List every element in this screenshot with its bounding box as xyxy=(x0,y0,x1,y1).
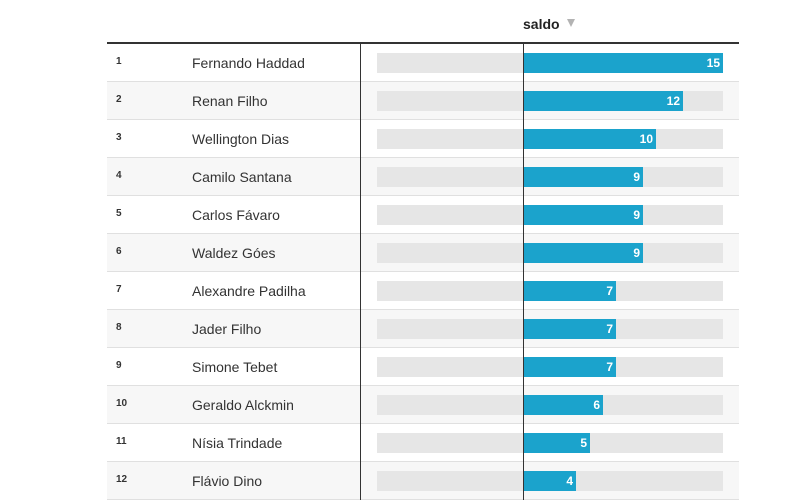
table-row: 2 Renan Filho 12 xyxy=(107,82,739,120)
bar-axis-line xyxy=(523,43,524,500)
row-name: Wellington Dias xyxy=(192,131,290,147)
row-rank: 5 xyxy=(116,208,122,219)
row-name: Nísia Trindade xyxy=(192,435,283,451)
row-rank: 1 xyxy=(116,56,122,67)
table-header: saldo xyxy=(107,0,739,44)
bar: 4 xyxy=(523,471,576,491)
table-row: 11 Nísia Trindade 5 xyxy=(107,424,739,462)
row-name: Carlos Fávaro xyxy=(192,207,280,223)
row-name: Geraldo Alckmin xyxy=(192,397,294,413)
bar-value-label: 5 xyxy=(580,436,587,450)
row-rank: 8 xyxy=(116,322,122,333)
table-row: 3 Wellington Dias 10 xyxy=(107,120,739,158)
row-rank: 2 xyxy=(116,94,122,105)
table-row: 9 Simone Tebet 7 xyxy=(107,348,739,386)
bar-value-label: 7 xyxy=(606,284,613,298)
row-name: Flávio Dino xyxy=(192,473,263,489)
bar-value-label: 10 xyxy=(639,132,653,146)
column-header-saldo[interactable]: saldo xyxy=(523,16,560,32)
row-rank: 6 xyxy=(116,246,122,257)
table-row: 6 Waldez Góes 9 xyxy=(107,234,739,272)
table-row: 4 Camilo Santana 9 xyxy=(107,158,739,196)
bar: 15 xyxy=(523,53,723,73)
row-name: Jader Filho xyxy=(192,321,262,337)
bar-value-label: 12 xyxy=(666,94,680,108)
bar: 9 xyxy=(523,243,643,263)
bar: 12 xyxy=(523,91,683,111)
table-row: 7 Alexandre Padilha 7 xyxy=(107,272,739,310)
bar: 5 xyxy=(523,433,590,453)
bar-value-label: 7 xyxy=(606,360,613,374)
ranking-table: saldo 1 Fernando Haddad 15 2 Renan Filho 12 3 W… xyxy=(107,0,739,500)
row-rank: 11 xyxy=(116,436,127,447)
bar-value-label: 15 xyxy=(706,56,720,70)
sort-descending-icon[interactable] xyxy=(567,19,575,27)
table-row: 5 Carlos Fávaro 9 xyxy=(107,196,739,234)
row-rank: 4 xyxy=(116,170,122,181)
row-name: Fernando Haddad xyxy=(192,55,305,71)
row-name: Alexandre Padilha xyxy=(192,283,306,299)
bar: 7 xyxy=(523,281,616,301)
bar: 7 xyxy=(523,319,616,339)
row-rank: 12 xyxy=(116,474,128,485)
row-rank: 3 xyxy=(116,132,122,143)
table-row: 8 Jader Filho 7 xyxy=(107,310,739,348)
bar-value-label: 7 xyxy=(606,322,613,336)
table-row: 10 Geraldo Alckmin 6 xyxy=(107,386,739,424)
table-row: 1 Fernando Haddad 15 xyxy=(107,44,739,82)
bar: 6 xyxy=(523,395,603,415)
bar: 10 xyxy=(523,129,656,149)
bar: 7 xyxy=(523,357,616,377)
table-row: 12 Flávio Dino 4 xyxy=(107,462,739,500)
row-rank: 7 xyxy=(116,284,122,295)
bar-value-label: 6 xyxy=(593,398,600,412)
bar-value-label: 9 xyxy=(633,246,640,260)
row-name: Simone Tebet xyxy=(192,359,278,375)
table-body: 1 Fernando Haddad 15 2 Renan Filho 12 3 Welling… xyxy=(107,44,739,500)
row-name: Renan Filho xyxy=(192,93,268,109)
bar-value-label: 4 xyxy=(566,474,573,488)
row-name: Waldez Góes xyxy=(192,245,276,261)
row-rank: 10 xyxy=(116,398,128,409)
row-name: Camilo Santana xyxy=(192,169,292,185)
bar: 9 xyxy=(523,167,643,187)
row-rank: 9 xyxy=(116,360,122,371)
bar: 9 xyxy=(523,205,643,225)
column-divider xyxy=(360,43,361,500)
bar-value-label: 9 xyxy=(633,208,640,222)
bar-value-label: 9 xyxy=(633,170,640,184)
